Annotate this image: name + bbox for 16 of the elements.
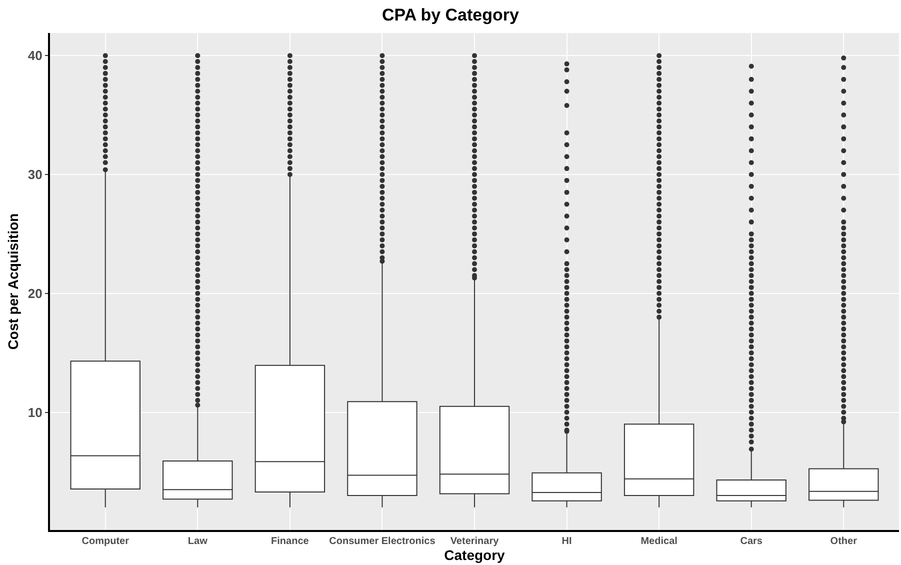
x-tick-label: HI	[562, 536, 572, 547]
y-tick-label: 10	[28, 404, 42, 420]
x-tick-label: Other	[830, 536, 858, 547]
x-tick-label: Finance	[271, 536, 310, 547]
x-tick-label: Cars	[740, 536, 763, 547]
chart-title: CPA by Category	[382, 5, 520, 24]
y-tick-label: 40	[28, 48, 42, 64]
y-axis-title: Cost per Acquisition	[5, 213, 22, 350]
x-tick-label: Computer	[82, 536, 130, 547]
y-tick-label: 20	[28, 286, 42, 301]
x-tick-label: Consumer Electronics	[329, 536, 436, 547]
y-tick-label: 30	[28, 167, 42, 182]
x-tick-label: Veterinary	[450, 536, 500, 547]
x-tick-label: Medical	[640, 536, 678, 547]
x-tick-label: Law	[188, 536, 208, 547]
x-axis-title: Category	[444, 547, 506, 563]
